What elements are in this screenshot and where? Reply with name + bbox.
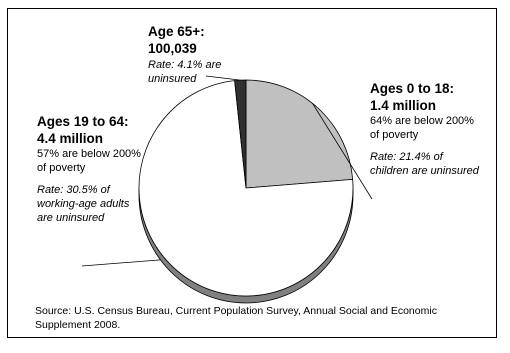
slice-19-64-value: 4.4 million xyxy=(37,131,104,146)
label-age-0-18: Ages 0 to 18: 1.4 million 64% are below … xyxy=(370,80,482,178)
slice-19-64-note: 57% are below 200% of poverty xyxy=(37,148,141,174)
leader-line-age0_18 xyxy=(312,103,373,200)
slice-0-18-rate: Rate: 21.4% of children are uninsured xyxy=(370,151,479,177)
slice-0-18-value: 1.4 million xyxy=(370,98,437,113)
pie-slice-age19_64 xyxy=(138,80,354,297)
leader-line-age19_64 xyxy=(81,259,161,267)
label-age-19-64: Ages 19 to 64: 4.4 million 57% are below… xyxy=(37,113,145,225)
slice-65-rate: Rate: 4.1% are uninsured xyxy=(148,59,222,85)
slice-65-value: 100,039 xyxy=(148,41,197,56)
slice-0-18-note: 64% are below 200% of poverty xyxy=(370,115,474,141)
label-age-65-plus: Age 65+: 100,039 Rate: 4.1% are uninsure… xyxy=(148,23,258,86)
chart-frame xyxy=(7,8,497,338)
leader-line-age65 xyxy=(205,75,241,81)
slice-19-64-title: Ages 19 to 64: xyxy=(37,114,129,129)
slice-0-18-title: Ages 0 to 18: xyxy=(370,81,455,96)
slice-65-title: Age 65+: xyxy=(148,24,205,39)
source-note: Source: U.S. Census Bureau, Current Popu… xyxy=(35,305,437,331)
slice-19-64-rate: Rate: 30.5% of working-age adults are un… xyxy=(37,184,130,224)
pie-slice-age0_18 xyxy=(245,79,354,189)
